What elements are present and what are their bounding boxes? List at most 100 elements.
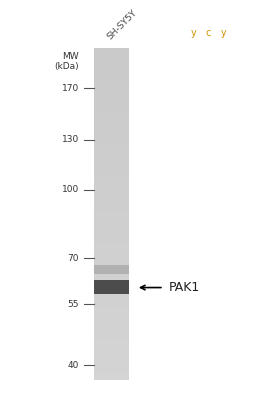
Bar: [94, 237, 129, 240]
Bar: [94, 74, 129, 78]
Bar: [94, 297, 129, 300]
Text: 70: 70: [68, 254, 79, 262]
Bar: [94, 294, 129, 297]
Bar: [94, 55, 129, 58]
Bar: [94, 161, 129, 164]
Bar: [94, 317, 129, 320]
Bar: [94, 290, 129, 294]
Bar: [94, 244, 129, 247]
Bar: [94, 108, 129, 111]
Bar: [94, 101, 129, 104]
Bar: [94, 267, 129, 270]
Bar: [94, 274, 129, 277]
Bar: [94, 81, 129, 84]
Bar: [94, 188, 129, 191]
Bar: [94, 230, 129, 234]
Text: MW: MW: [62, 52, 79, 61]
Bar: [94, 340, 129, 344]
Bar: [94, 287, 129, 290]
Bar: [94, 234, 129, 237]
Bar: [94, 254, 129, 257]
Bar: [94, 141, 129, 144]
Bar: [94, 370, 129, 373]
Bar: [94, 171, 129, 174]
Bar: [94, 148, 129, 151]
Bar: [94, 217, 129, 221]
Bar: [94, 131, 129, 134]
Bar: [94, 91, 129, 94]
Bar: [94, 354, 129, 357]
Text: y   c   y: y c y: [191, 28, 227, 38]
Bar: [94, 327, 129, 330]
Bar: [94, 310, 129, 314]
Bar: [94, 357, 129, 360]
Bar: [94, 111, 129, 114]
Bar: [94, 221, 129, 224]
Bar: [94, 247, 129, 250]
Bar: [94, 138, 129, 141]
Bar: [94, 194, 129, 197]
Text: 130: 130: [62, 135, 79, 144]
Bar: [94, 350, 129, 354]
Text: SH-SY5Y: SH-SY5Y: [105, 8, 139, 41]
Bar: [94, 264, 129, 267]
Bar: [94, 344, 129, 347]
Bar: [94, 373, 129, 377]
Bar: [94, 48, 129, 380]
Bar: [94, 280, 129, 294]
Bar: [94, 88, 129, 91]
Bar: [94, 118, 129, 121]
Bar: [94, 184, 129, 188]
Bar: [94, 164, 129, 168]
Bar: [94, 337, 129, 340]
Bar: [94, 151, 129, 154]
Bar: [94, 224, 129, 227]
Bar: [94, 84, 129, 88]
Bar: [94, 330, 129, 334]
Bar: [94, 360, 129, 363]
Bar: [94, 94, 129, 98]
Bar: [94, 265, 129, 274]
Bar: [94, 260, 129, 264]
Bar: [94, 207, 129, 211]
Bar: [94, 158, 129, 161]
Bar: [94, 270, 129, 274]
Bar: [94, 78, 129, 81]
Bar: [94, 121, 129, 124]
Bar: [94, 347, 129, 350]
Bar: [94, 250, 129, 254]
Bar: [94, 128, 129, 131]
Bar: [94, 307, 129, 310]
Bar: [94, 211, 129, 214]
Bar: [94, 304, 129, 307]
Text: 40: 40: [68, 360, 79, 370]
Bar: [94, 367, 129, 370]
Bar: [94, 197, 129, 201]
Text: 170: 170: [62, 84, 79, 93]
Bar: [94, 204, 129, 207]
Bar: [94, 114, 129, 118]
Bar: [94, 334, 129, 337]
Bar: [94, 314, 129, 317]
Bar: [94, 124, 129, 128]
Bar: [94, 201, 129, 204]
Bar: [94, 71, 129, 74]
Bar: [94, 144, 129, 148]
Bar: [94, 174, 129, 178]
Bar: [94, 377, 129, 380]
Bar: [94, 284, 129, 287]
Bar: [94, 58, 129, 61]
Text: 55: 55: [68, 300, 79, 309]
Bar: [94, 168, 129, 171]
Bar: [94, 104, 129, 108]
Bar: [94, 134, 129, 138]
Bar: [94, 181, 129, 184]
Bar: [94, 48, 129, 51]
Text: (kDa): (kDa): [54, 62, 79, 70]
Bar: [94, 191, 129, 194]
Text: 100: 100: [62, 185, 79, 194]
Bar: [94, 257, 129, 260]
Bar: [94, 68, 129, 71]
Bar: [94, 324, 129, 327]
Bar: [94, 214, 129, 217]
